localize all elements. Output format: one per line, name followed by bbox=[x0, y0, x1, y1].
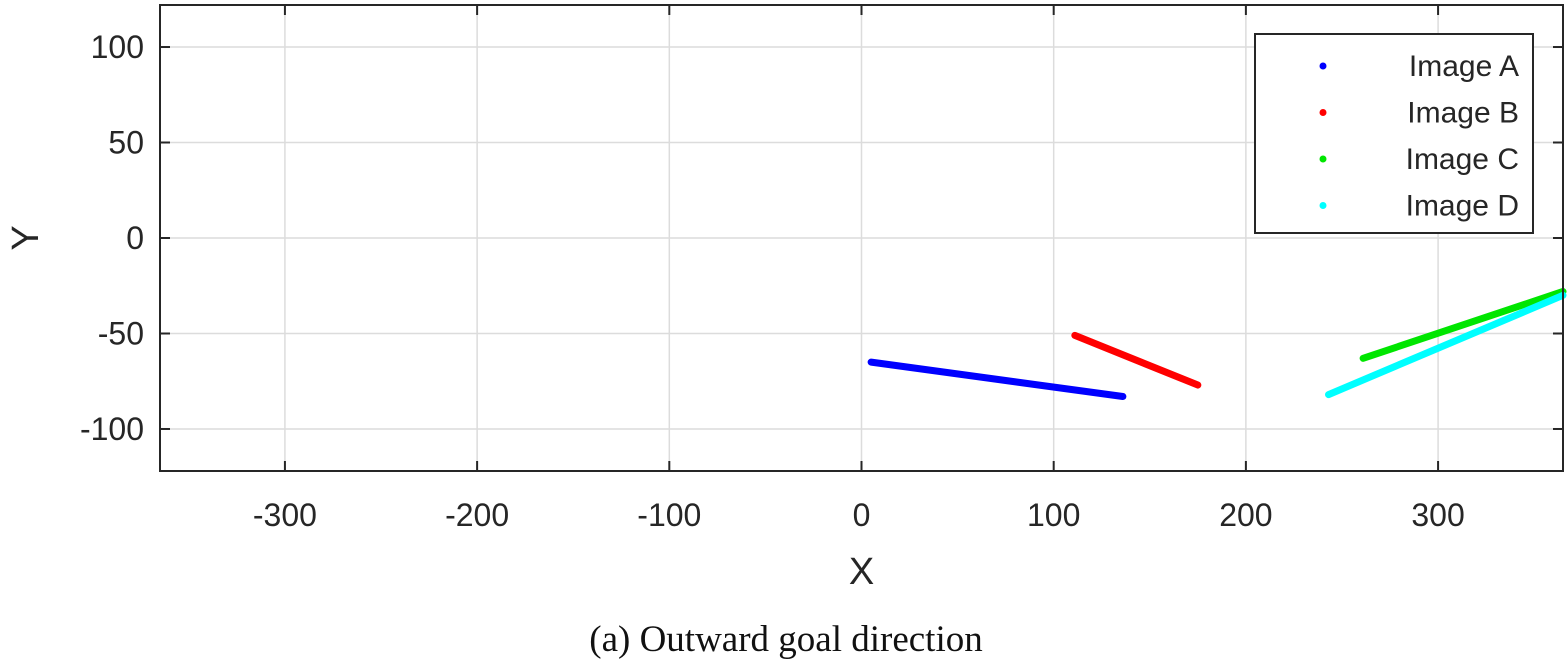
x-tick-label: -100 bbox=[637, 497, 701, 533]
y-tick-label: 0 bbox=[126, 220, 144, 256]
x-tick-label: 300 bbox=[1411, 497, 1464, 533]
series-layer bbox=[867, 287, 1567, 401]
legend-label: Image D bbox=[1406, 190, 1519, 223]
y-tick-label: 50 bbox=[108, 125, 144, 161]
legend-label: Image C bbox=[1406, 143, 1519, 176]
x-tick-label: 0 bbox=[853, 497, 871, 533]
legend-label: Image B bbox=[1407, 97, 1519, 130]
x-axis-label: X bbox=[849, 551, 874, 593]
y-axis-label: Y bbox=[5, 225, 47, 250]
legend-marker bbox=[1319, 155, 1327, 163]
series-line-4 bbox=[1325, 291, 1567, 399]
legend-marker bbox=[1319, 62, 1327, 70]
x-tick-label: 100 bbox=[1027, 497, 1080, 533]
x-tick-label: 200 bbox=[1219, 497, 1272, 533]
ticks: -300 -200 -100 0 100 200 300 100 50 0 -50 -100 bbox=[80, 5, 1563, 533]
legend-label: Image A bbox=[1409, 50, 1519, 83]
legend: Image A Image B Image C Image D bbox=[1254, 33, 1534, 234]
x-tick-label: -200 bbox=[445, 497, 509, 533]
y-tick-label: 100 bbox=[91, 29, 144, 65]
legend-marker bbox=[1319, 109, 1327, 116]
series-line-3 bbox=[1359, 287, 1567, 362]
series-line-2 bbox=[1071, 331, 1202, 389]
legend-box bbox=[1254, 33, 1534, 234]
x-tick-label: -300 bbox=[253, 497, 317, 533]
series-line-1 bbox=[867, 358, 1127, 401]
y-tick-label: -100 bbox=[80, 411, 144, 447]
y-tick-label: -50 bbox=[98, 315, 144, 351]
legend-marker bbox=[1319, 202, 1327, 209]
figure-caption: (a) Outward goal direction bbox=[589, 619, 983, 660]
